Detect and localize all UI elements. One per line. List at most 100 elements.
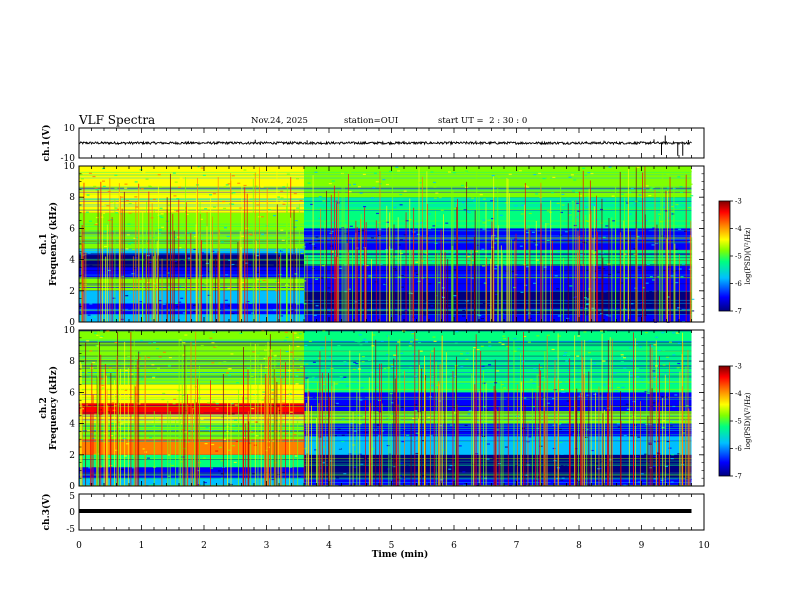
spec1-speckle-879 xyxy=(644,220,648,222)
spec1-speckle-504 xyxy=(427,213,431,215)
spec1-speckle-774 xyxy=(260,186,264,188)
spec2-sferic-106 xyxy=(421,368,423,486)
spec2-speckle-340 xyxy=(248,442,252,444)
spec1-speckle-523 xyxy=(101,204,105,206)
spec2-speckle-685 xyxy=(162,451,166,453)
spec2-sferic-66 xyxy=(557,333,559,486)
spec2-sferic-89 xyxy=(365,400,366,486)
spec1-band-early-6 xyxy=(79,248,304,255)
spec2-harmonic-63 xyxy=(79,465,692,466)
spec1-speckle-854 xyxy=(591,203,595,205)
spec1-speckle-866 xyxy=(225,274,229,276)
spec2-speckle-727 xyxy=(334,383,338,385)
time-xtick-4: 4 xyxy=(326,541,332,551)
spec1-speckle-50 xyxy=(186,248,190,251)
spec1-speckle-458 xyxy=(232,264,236,267)
spec1-speckle-514 xyxy=(537,232,541,234)
spec1-speckle-427 xyxy=(384,283,388,285)
spec1-sferic-135 xyxy=(343,168,345,322)
spec1-speckle-628 xyxy=(636,224,640,226)
spec2-speckle-695 xyxy=(281,471,285,474)
spec1-speckle-689 xyxy=(207,294,211,296)
spec2-ytick-4: 8 xyxy=(69,357,75,367)
spec2-sferic-13 xyxy=(523,331,524,486)
spec2-speckle-124 xyxy=(357,380,361,382)
spec1-speckle-95 xyxy=(227,287,231,289)
spec2-sferic-232 xyxy=(590,358,592,486)
spec1-harmonic-30 xyxy=(79,307,692,309)
spec1-speckle-832 xyxy=(247,264,251,266)
spec2-speckle-862 xyxy=(353,466,357,468)
spec1-speckle-413 xyxy=(400,198,404,200)
spec2-speckle-281 xyxy=(288,428,292,430)
spec1-speckle-230 xyxy=(248,233,252,235)
spec1-speckle-586 xyxy=(677,295,681,297)
spec2-harmonic-7 xyxy=(79,478,692,480)
spec1-speckle-322 xyxy=(652,261,656,263)
spec2-speckle-377 xyxy=(162,351,166,353)
spec2-sferic-97 xyxy=(417,418,419,486)
spec1-band-early-0 xyxy=(79,314,304,322)
spec2-speckle-10 xyxy=(619,349,623,351)
spec1-speckle-311 xyxy=(175,210,179,212)
spec1-speckle-760 xyxy=(204,210,208,212)
spec1-sferic-121 xyxy=(238,240,240,322)
spec1-sferic-179 xyxy=(452,189,454,322)
spec1-speckle-58 xyxy=(628,191,632,194)
spec1-sferic-139 xyxy=(326,190,327,322)
spec2-speckle-693 xyxy=(240,445,244,447)
spec2-harmonic-0 xyxy=(79,374,692,375)
spec2-speckle-414 xyxy=(120,468,124,471)
spec2-speckle-876 xyxy=(276,406,280,408)
spec2-speckle-782 xyxy=(361,361,365,363)
spec2-harmonic-8 xyxy=(79,376,692,378)
spec1-speckle-790 xyxy=(642,287,646,289)
spec1-speckle-473 xyxy=(117,262,121,265)
spec2-speckle-629 xyxy=(329,460,333,462)
spec1-sferic-69 xyxy=(190,233,192,322)
spec2-speckle-15 xyxy=(252,473,256,475)
time-xtick-3: 3 xyxy=(264,541,270,551)
spec1-speckle-79 xyxy=(504,263,508,265)
spec2-sferic-246 xyxy=(190,341,192,486)
spec2-speckle-710 xyxy=(171,464,175,467)
spec2-speckle-837 xyxy=(261,330,265,332)
spec2-speckle-253 xyxy=(238,369,242,372)
spec2-sferic-39 xyxy=(96,418,98,486)
spec2-speckle-126 xyxy=(636,367,640,369)
spec2-speckle-515 xyxy=(338,447,342,450)
spec2-speckle-793 xyxy=(652,402,656,404)
spec1-speckle-816 xyxy=(519,245,523,247)
spec1-sferic-13 xyxy=(470,249,472,322)
spec1-speckle-342 xyxy=(666,187,670,189)
spec2-speckle-369 xyxy=(623,367,627,369)
spec2-speckle-55 xyxy=(482,406,486,408)
spec2-sferic-69 xyxy=(124,341,126,486)
spec2-speckle-708 xyxy=(155,418,159,420)
spec1-speckle-234 xyxy=(434,242,438,244)
spec2-speckle-342 xyxy=(463,347,467,349)
spec2-speckle-417 xyxy=(100,438,104,441)
spec2-speckle-29 xyxy=(322,383,326,385)
spec2-speckle-650 xyxy=(467,413,471,415)
spec2-speckle-317 xyxy=(211,342,215,344)
spec1-harmonic-64 xyxy=(79,274,692,276)
spec2-speckle-634 xyxy=(536,380,540,382)
cb1-ticks-tick-4: -7 xyxy=(735,308,742,316)
spec2-sferic-220 xyxy=(85,342,87,486)
spec1-speckle-702 xyxy=(232,316,236,318)
spec1-speckle-433 xyxy=(438,197,442,199)
spec2-sferic-93 xyxy=(257,343,259,486)
spec1-speckle-452 xyxy=(174,181,178,183)
spec2-speckle-499 xyxy=(536,427,540,430)
spec1-speckle-731 xyxy=(257,178,261,180)
spec2-sferic-206 xyxy=(681,354,683,486)
spec1-sferic-241 xyxy=(146,201,147,322)
spec2-speckle-626 xyxy=(414,434,418,436)
spec1-speckle-317 xyxy=(310,203,314,206)
spec2-speckle-884 xyxy=(201,445,205,447)
spec1-speckle-329 xyxy=(521,204,525,206)
spec2-sferic-8 xyxy=(452,370,454,486)
spec1-speckle-414 xyxy=(128,308,132,310)
